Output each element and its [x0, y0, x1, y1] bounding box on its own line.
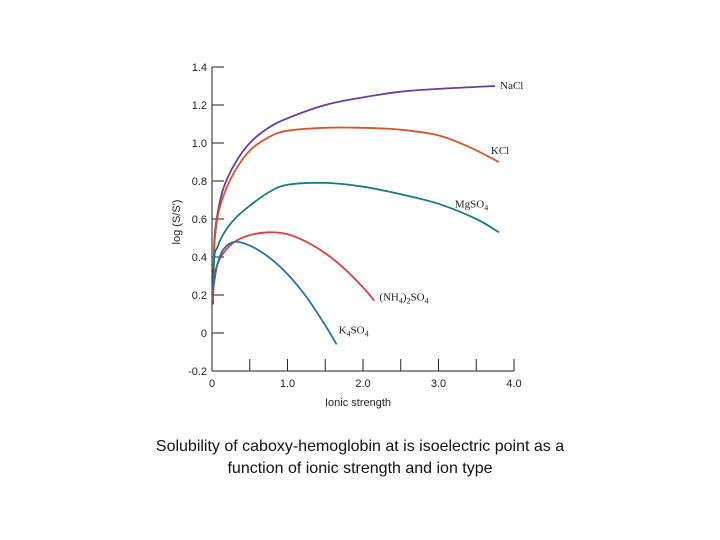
x-tick-label: 0: [209, 378, 215, 390]
series-label-subscript: 4: [484, 203, 488, 212]
y-axis: -0.2 0 0.2 0.4 0.6 0.8 1.0 1.2 1.4: [188, 62, 224, 378]
series-label-subscript: 4: [365, 329, 369, 338]
series-line: [212, 240, 338, 345]
y-tick-label: 0.4: [192, 252, 207, 264]
series-label-subscript: 4: [347, 329, 351, 338]
series-label-text: KCl: [491, 145, 509, 157]
series-label-subscript: 4: [425, 297, 429, 306]
y-tick-label: 0.8: [192, 176, 207, 188]
y-tick-label: 0.2: [192, 290, 207, 302]
series-label-text: SO: [351, 324, 365, 336]
solubility-chart: -0.200.20.40.60.81.01.21.4 0 1.0 2.0 3.0 4.0…: [171, 62, 523, 409]
series-label-text: ): [403, 292, 407, 304]
series-label-text: MgSO: [455, 198, 484, 210]
x-tick-label: 2.0: [355, 378, 370, 390]
series-label-text: K: [339, 324, 347, 336]
y-tick-label: 0.6: [192, 214, 207, 226]
y-tick-label: 0: [201, 328, 207, 340]
series-label: MgSO4: [455, 198, 488, 212]
x-tick-label: 1.0: [280, 378, 295, 390]
caption-line-2: function of ionic strength and ion type: [227, 460, 493, 477]
y-tick-label: 1.4: [192, 62, 207, 74]
y-tick-label: -0.2: [188, 366, 207, 378]
y-tick-label: 1.2: [192, 100, 207, 112]
series-label-subscript: 2: [407, 297, 411, 306]
x-axis-label: Ionic strength: [325, 397, 391, 409]
x-tick-label: 4.0: [506, 378, 521, 390]
x-axis: 0 1.0 2.0 3.0 4.0: [209, 359, 522, 390]
series-label-text: NaCl: [500, 80, 523, 92]
series-line: [212, 181, 500, 297]
series-line: [212, 85, 496, 305]
y-tick-label: 1.0: [192, 138, 207, 150]
series-label-text: SO: [411, 292, 425, 304]
caption-line-1: Solubility of caboxy-hemoglobin at is is…: [155, 438, 565, 455]
series-label: KCl: [491, 145, 509, 157]
series-label-text: (NH: [379, 292, 399, 304]
series-label: K4SO4: [339, 324, 369, 338]
series-line: [212, 126, 500, 301]
y-axis-label: log (S/S'): [171, 200, 183, 245]
series-label-subscript: 4: [399, 297, 403, 306]
series-label: (NH4)2SO4: [379, 292, 428, 306]
x-tick-label: 3.0: [431, 378, 446, 390]
series-label: NaCl: [500, 80, 523, 92]
figure-caption: Solubility of caboxy-hemoglobin at is is…: [40, 436, 680, 480]
